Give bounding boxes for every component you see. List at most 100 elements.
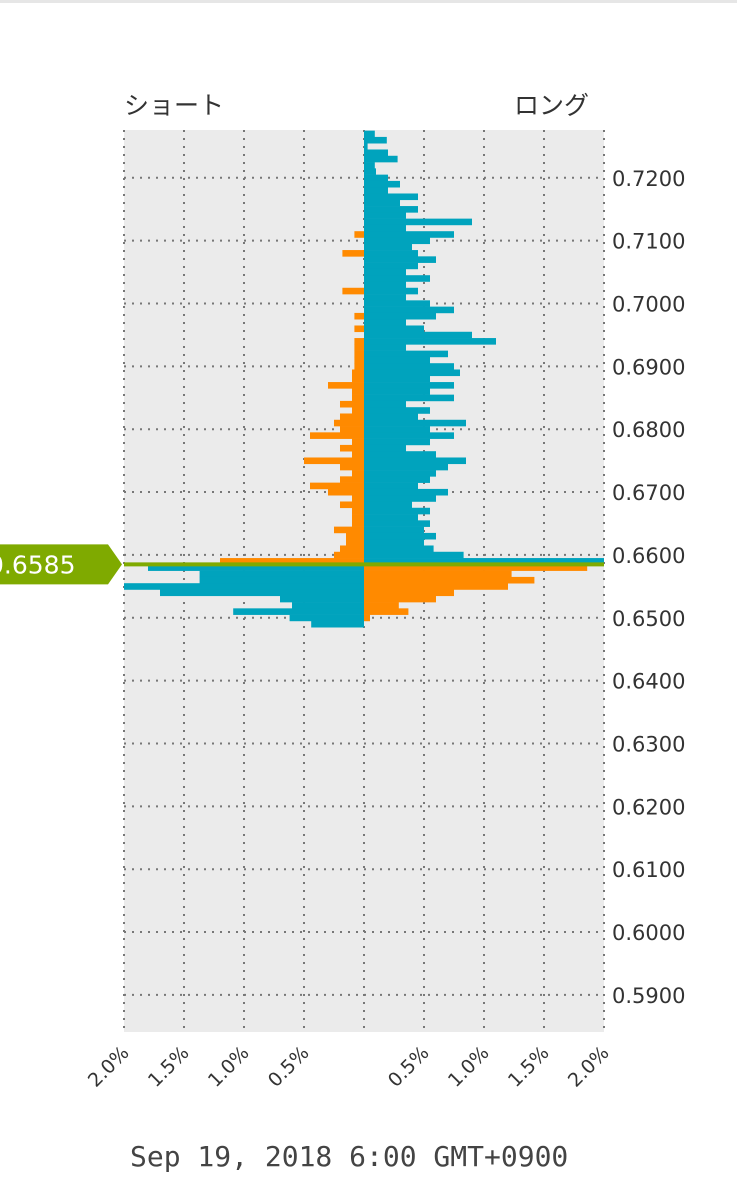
bar-long-above xyxy=(364,300,430,307)
bar-short-above xyxy=(352,388,364,395)
bar-long-above xyxy=(364,400,406,408)
bar-long-above xyxy=(364,275,430,282)
bar-long-below xyxy=(292,602,364,609)
bar-short-above xyxy=(354,356,364,364)
current-price-tag xyxy=(0,544,122,585)
bar-short-below xyxy=(364,583,508,590)
bar-long-above xyxy=(364,224,406,232)
bar-short-above xyxy=(340,413,364,421)
bar-short-above xyxy=(354,325,364,333)
y-tick-label: 0.6300 xyxy=(612,732,685,756)
bar-short-above xyxy=(352,451,364,458)
bar-long-above xyxy=(364,520,430,527)
bar-short-below xyxy=(364,570,512,578)
bar-long-above xyxy=(364,539,424,546)
bar-short-below xyxy=(364,602,399,609)
bar-long-above xyxy=(364,155,398,163)
bar-long-above xyxy=(364,476,430,483)
bar-long-above xyxy=(364,162,375,169)
bar-long-above xyxy=(364,363,454,370)
bar-long-above xyxy=(364,268,406,276)
bar-long-above xyxy=(364,432,454,439)
bar-short-above xyxy=(340,545,364,553)
bar-short-above xyxy=(352,407,364,414)
bar-long-above xyxy=(364,419,466,427)
bar-long-below xyxy=(148,564,364,571)
bar-short-above xyxy=(352,375,364,383)
bar-short-above xyxy=(334,419,364,427)
bar-short-above xyxy=(354,338,364,345)
bar-long-above xyxy=(364,394,454,402)
bar-long-above xyxy=(364,388,430,395)
y-tick-label: 0.6600 xyxy=(612,544,685,568)
bar-long-above xyxy=(364,558,604,565)
bar-long-above xyxy=(364,287,418,295)
bar-long-above xyxy=(364,444,406,452)
bar-short-above xyxy=(354,350,364,358)
bar-long-above xyxy=(364,338,496,345)
bar-short-above xyxy=(334,526,364,534)
bar-short-above xyxy=(352,394,364,402)
bar-short-above xyxy=(340,400,364,408)
y-tick-label: 0.6700 xyxy=(612,481,685,505)
bar-short-above xyxy=(340,476,364,483)
timestamp: Sep 19, 2018 6:00 GMT+0900 xyxy=(130,1140,569,1173)
bar-long-above xyxy=(364,488,448,496)
bar-long-above xyxy=(364,438,430,446)
bar-short-below xyxy=(364,595,436,603)
y-tick-label: 0.7000 xyxy=(612,292,685,316)
y-tick-label: 0.5900 xyxy=(612,984,685,1008)
bar-short-above xyxy=(310,482,364,490)
bar-long-below xyxy=(124,583,364,590)
bar-short-above xyxy=(346,539,364,546)
x-tick-label-right: 1.5% xyxy=(504,1042,554,1092)
bar-short-above xyxy=(340,463,364,471)
bar-long-above xyxy=(364,174,388,182)
y-tick-label: 0.6900 xyxy=(612,355,685,379)
bar-long-above xyxy=(364,237,430,245)
y-tick-label: 0.6800 xyxy=(612,418,685,442)
bar-long-above xyxy=(364,187,388,194)
top-border xyxy=(0,0,737,3)
bar-long-below xyxy=(280,595,364,603)
bar-short-above xyxy=(354,344,364,351)
bar-short-above xyxy=(304,457,364,465)
bar-long-above xyxy=(364,281,406,289)
bar-short-above xyxy=(340,426,364,433)
bar-long-above xyxy=(364,356,430,364)
bar-short-above xyxy=(352,507,364,515)
bar-long-above xyxy=(364,231,454,238)
bar-long-above xyxy=(364,331,472,339)
current-price-label: 0.6585 xyxy=(0,550,75,579)
x-tick-label-left: 2.0% xyxy=(84,1042,134,1092)
bar-long-above xyxy=(364,243,412,251)
bar-long-above xyxy=(364,470,436,477)
bar-long-above xyxy=(364,350,448,358)
bar-long-above xyxy=(364,130,375,138)
bar-long-above xyxy=(364,256,436,263)
bar-long-above xyxy=(364,495,436,502)
y-tick-label: 0.6400 xyxy=(612,670,685,694)
bar-long-below xyxy=(199,576,364,584)
bar-short-below xyxy=(364,564,588,571)
bar-long-above xyxy=(364,545,434,553)
bar-long-above xyxy=(364,344,406,351)
bar-short-above xyxy=(220,558,364,565)
bar-short-above xyxy=(342,250,364,257)
bar-short-below xyxy=(364,589,454,597)
bar-short-above xyxy=(340,444,364,452)
bar-long-above xyxy=(364,532,436,540)
bar-short-above xyxy=(352,438,364,446)
bar-long-above xyxy=(364,218,472,226)
bar-long-above xyxy=(364,306,454,314)
x-tick-label-right: 0.5% xyxy=(384,1042,434,1092)
y-tick-label: 0.7200 xyxy=(612,167,685,191)
bar-short-above xyxy=(342,287,364,295)
order-book-chart: 0.7200 0.7100 0.7000 0.6900 0.6800 0.6700 0.66… xyxy=(0,130,685,1092)
bar-short-above xyxy=(352,369,364,377)
y-tick-label: 0.6200 xyxy=(612,795,685,819)
y-tick-label: 0.6100 xyxy=(612,858,685,882)
bar-long-above xyxy=(364,193,418,201)
y-tick-label: 0.6000 xyxy=(612,921,685,945)
bar-long-above xyxy=(364,526,424,534)
